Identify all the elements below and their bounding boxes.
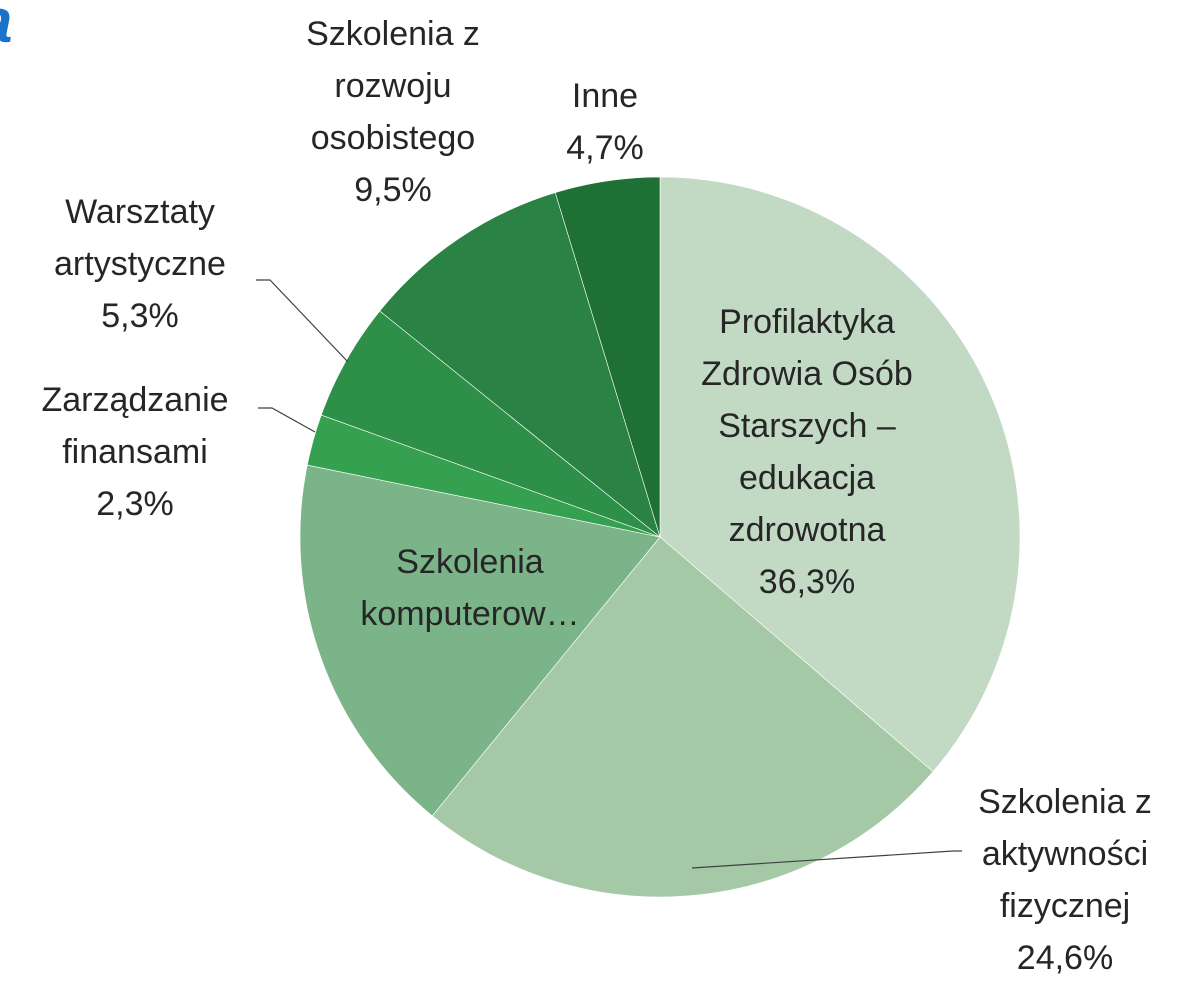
pie-slice bbox=[431, 536, 934, 898]
value-label: 9,5% bbox=[354, 171, 432, 209]
value-label: 2,3% bbox=[96, 485, 174, 523]
slice-label: Szkolenia z rozwoju osobistego 9,5% bbox=[288, 8, 498, 216]
slice-label: Szkolenia komputerow… bbox=[335, 536, 605, 640]
category-label: Szkolenia z rozwoju osobistego bbox=[306, 15, 480, 157]
category-label: Inne bbox=[571, 77, 639, 115]
slice-label: Warsztaty artystyczne 5,3% bbox=[35, 186, 245, 342]
value-label: 4,7% bbox=[566, 129, 644, 167]
pie-slice bbox=[554, 176, 661, 538]
value-label: 5,3% bbox=[101, 297, 179, 335]
category-label: Zarządzanie finansami bbox=[41, 381, 229, 471]
slice-label: Profilaktyka Zdrowia Osób Starszych – ed… bbox=[677, 296, 937, 608]
pie-slice bbox=[659, 176, 1021, 773]
slices bbox=[299, 176, 1021, 898]
leader-line bbox=[256, 279, 349, 363]
value-label: 36,3% bbox=[758, 563, 856, 601]
slice-label: Szkolenia z aktywności fizycznej 24,6% bbox=[960, 776, 1170, 984]
category-label: Szkolenia komputerow… bbox=[360, 543, 580, 633]
value-label: 24,6% bbox=[1016, 939, 1114, 977]
category-label: Profilaktyka Zdrowia Osób Starszych – ed… bbox=[701, 303, 913, 549]
chart-title: a bbox=[0, 0, 12, 56]
slice-label: Inne 4,7% bbox=[540, 70, 670, 174]
leader-line bbox=[691, 850, 962, 869]
slice-label: Zarządzanie finansami 2,3% bbox=[30, 374, 240, 530]
category-label: Warsztaty artystyczne bbox=[54, 193, 226, 283]
leader-line bbox=[258, 407, 316, 433]
pie-slice bbox=[379, 192, 661, 538]
pie-slice bbox=[299, 464, 661, 817]
category-label: Szkolenia z aktywności fizycznej bbox=[978, 783, 1152, 925]
